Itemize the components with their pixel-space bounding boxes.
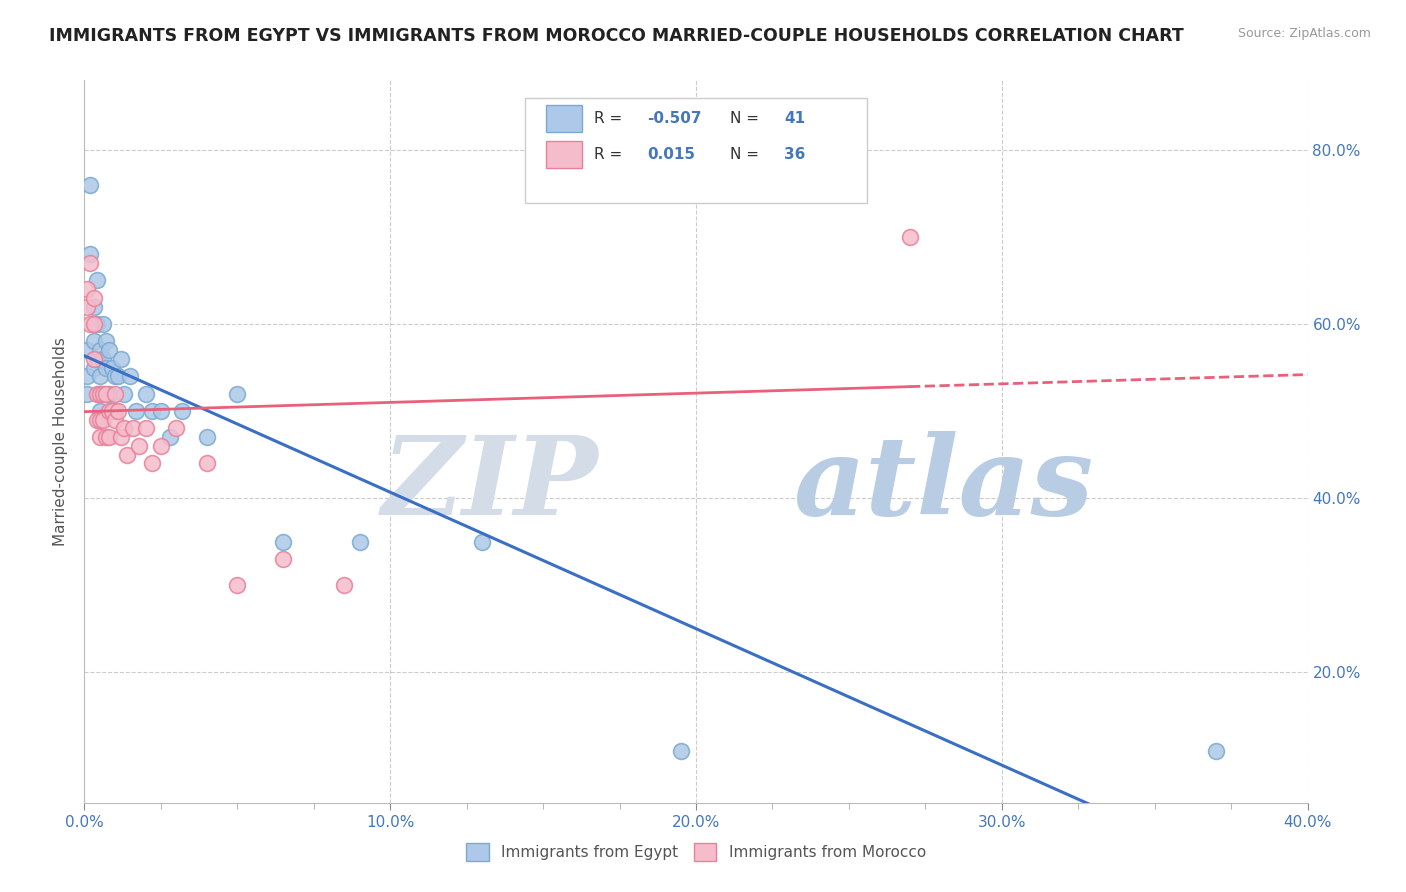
- Point: [79, 317, 101, 331]
- Point: [195, 430, 218, 444]
- Point: [76, 369, 98, 384]
- Point: [83, 317, 105, 331]
- Point: [91, 317, 114, 331]
- Point: [89, 430, 111, 444]
- Point: [86, 386, 108, 401]
- Point: [79, 178, 101, 192]
- Point: [101, 360, 124, 375]
- Point: [79, 256, 101, 270]
- Text: N =: N =: [730, 147, 763, 162]
- Text: -0.507: -0.507: [647, 112, 702, 126]
- Point: [83, 334, 105, 349]
- Point: [97, 386, 120, 401]
- Point: [91, 351, 114, 366]
- Point: [226, 386, 249, 401]
- Point: [94, 334, 117, 349]
- Text: 36: 36: [785, 147, 806, 162]
- Point: [115, 448, 138, 462]
- Point: [159, 430, 181, 444]
- Point: [349, 534, 371, 549]
- Point: [79, 247, 101, 261]
- Point: [94, 360, 117, 375]
- Point: [104, 404, 127, 418]
- Point: [91, 413, 114, 427]
- Text: N =: N =: [730, 112, 763, 126]
- Text: atlas: atlas: [794, 431, 1094, 539]
- Point: [89, 343, 111, 358]
- Point: [141, 404, 163, 418]
- Point: [86, 317, 108, 331]
- Point: [83, 360, 105, 375]
- Text: Source: ZipAtlas.com: Source: ZipAtlas.com: [1237, 27, 1371, 40]
- Point: [112, 421, 135, 435]
- Point: [76, 300, 98, 314]
- Point: [104, 413, 127, 427]
- Point: [110, 351, 132, 366]
- Point: [94, 430, 117, 444]
- Point: [89, 404, 111, 418]
- Point: [104, 369, 127, 384]
- Point: [112, 386, 135, 401]
- Point: [89, 386, 111, 401]
- Point: [271, 552, 294, 566]
- Point: [89, 386, 111, 401]
- Point: [271, 534, 294, 549]
- FancyBboxPatch shape: [546, 141, 582, 169]
- Point: [97, 430, 120, 444]
- Legend: Immigrants from Egypt, Immigrants from Morocco: Immigrants from Egypt, Immigrants from M…: [460, 837, 932, 867]
- Point: [89, 369, 111, 384]
- Text: 0.015: 0.015: [647, 147, 695, 162]
- Point: [94, 386, 117, 401]
- Point: [89, 413, 111, 427]
- Point: [101, 404, 124, 418]
- Point: [97, 404, 120, 418]
- Point: [107, 404, 129, 418]
- Point: [898, 230, 921, 244]
- Text: 41: 41: [785, 112, 806, 126]
- Point: [91, 386, 114, 401]
- Text: IMMIGRANTS FROM EGYPT VS IMMIGRANTS FROM MOROCCO MARRIED-COUPLE HOUSEHOLDS CORRE: IMMIGRANTS FROM EGYPT VS IMMIGRANTS FROM…: [49, 27, 1184, 45]
- Point: [104, 386, 127, 401]
- Point: [110, 430, 132, 444]
- Point: [83, 300, 105, 314]
- Point: [172, 404, 194, 418]
- Y-axis label: Married-couple Households: Married-couple Households: [53, 337, 69, 546]
- Text: ZIP: ZIP: [381, 431, 598, 539]
- Point: [83, 351, 105, 366]
- Point: [122, 421, 145, 435]
- Point: [149, 439, 172, 453]
- Point: [76, 343, 98, 358]
- Point: [135, 421, 157, 435]
- Point: [83, 291, 105, 305]
- Point: [125, 404, 148, 418]
- Point: [149, 404, 172, 418]
- Point: [120, 369, 142, 384]
- Point: [86, 413, 108, 427]
- Point: [128, 439, 150, 453]
- Point: [86, 351, 108, 366]
- Point: [97, 343, 120, 358]
- Point: [1205, 743, 1227, 757]
- Point: [226, 578, 249, 592]
- Point: [86, 273, 108, 287]
- Point: [76, 386, 98, 401]
- Point: [669, 743, 692, 757]
- Point: [333, 578, 356, 592]
- Text: R =: R =: [595, 147, 633, 162]
- Point: [471, 534, 494, 549]
- FancyBboxPatch shape: [546, 105, 582, 132]
- Point: [135, 386, 157, 401]
- Point: [165, 421, 187, 435]
- FancyBboxPatch shape: [524, 98, 868, 203]
- Point: [76, 282, 98, 296]
- Point: [141, 456, 163, 470]
- Text: R =: R =: [595, 112, 627, 126]
- Point: [107, 369, 129, 384]
- Point: [195, 456, 218, 470]
